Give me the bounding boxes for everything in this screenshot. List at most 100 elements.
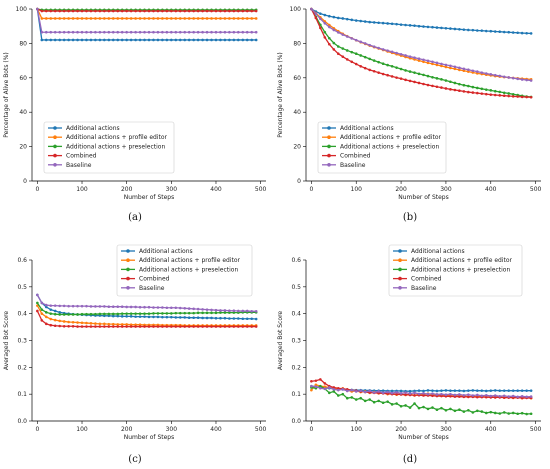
series-additional-actions-profile-editor (36, 7, 258, 20)
data-point (165, 17, 169, 20)
data-point (359, 19, 363, 23)
data-point (336, 31, 340, 34)
data-point (143, 315, 146, 318)
data-point (36, 7, 39, 11)
data-point (134, 9, 137, 13)
data-point (58, 9, 61, 13)
legend-box (116, 244, 253, 297)
data-point (178, 38, 182, 42)
data-point (134, 30, 137, 34)
data-point (422, 392, 425, 395)
data-point (328, 42, 331, 46)
data-point (440, 62, 443, 66)
data-point (250, 38, 254, 42)
data-point (319, 384, 322, 388)
y-tick-label: 0.1 (291, 391, 301, 398)
data-point (120, 9, 124, 13)
data-point (453, 88, 457, 92)
legend-label: Additional actions + preselection (340, 143, 439, 150)
data-point (328, 36, 331, 40)
data-point (170, 38, 173, 42)
data-point (36, 301, 39, 305)
data-point (241, 17, 245, 20)
y-tick-label: 20 (293, 144, 301, 151)
data-point (89, 305, 93, 308)
data-point (332, 48, 336, 51)
legend-label: Combined (340, 153, 371, 160)
data-point (89, 30, 93, 34)
x-tick-label: 500 (255, 426, 267, 433)
x-tick-label: 500 (530, 426, 542, 433)
data-point (254, 317, 258, 321)
data-point (350, 396, 354, 399)
data-point (480, 410, 484, 413)
data-point (471, 91, 475, 94)
legend-swatch-marker (327, 153, 331, 158)
data-point (129, 9, 133, 13)
data-point (40, 30, 44, 34)
data-point (444, 65, 448, 69)
data-point (525, 31, 528, 35)
data-point (205, 17, 209, 20)
data-point (516, 31, 519, 35)
data-point (493, 411, 497, 415)
data-point (395, 402, 398, 405)
data-point (232, 325, 236, 328)
y-tick-label: 0.2 (291, 364, 301, 371)
data-point (323, 382, 327, 385)
data-point (210, 30, 213, 34)
legend-swatch-marker (398, 276, 402, 281)
data-point (458, 389, 461, 392)
data-point (476, 389, 479, 392)
data-point (390, 22, 394, 26)
data-point (484, 389, 488, 393)
data-point (156, 17, 160, 20)
data-point (219, 309, 222, 312)
data-point (467, 84, 470, 88)
y-tick-label: 100 (16, 6, 28, 13)
data-point (489, 93, 493, 96)
data-point (187, 9, 191, 13)
y-axis-label: Averaged Bot Score (3, 311, 10, 371)
data-point (408, 55, 412, 58)
x-tick-label: 400 (210, 426, 222, 433)
data-point (250, 17, 254, 20)
data-point (341, 392, 345, 396)
data-point (350, 50, 354, 54)
data-point (462, 389, 466, 393)
data-point (431, 25, 434, 29)
data-point (152, 312, 155, 315)
data-point (381, 389, 385, 392)
data-point (529, 79, 533, 82)
data-point (241, 30, 245, 34)
data-point (476, 91, 479, 95)
data-point (237, 325, 240, 328)
data-point (116, 323, 120, 326)
data-point (62, 30, 66, 34)
data-point (328, 25, 331, 29)
data-point (134, 17, 137, 20)
x-tick-label: 200 (121, 186, 133, 193)
data-point (467, 90, 470, 94)
data-point (94, 325, 97, 328)
data-point (417, 57, 421, 61)
legend-swatch-marker (53, 135, 57, 139)
legend-label: Additional actions + preselection (139, 266, 238, 273)
legend-swatch-marker (398, 258, 402, 263)
series-line (37, 8, 257, 11)
data-point (332, 386, 336, 389)
data-point (250, 9, 254, 13)
data-point (341, 388, 345, 391)
data-point (250, 309, 254, 313)
data-point (354, 19, 358, 22)
data-point (529, 32, 533, 35)
data-point (377, 71, 380, 74)
data-point (49, 323, 53, 327)
data-point (525, 389, 528, 392)
data-point (138, 315, 142, 318)
legend-box (317, 121, 447, 174)
data-point (205, 316, 209, 320)
data-point (143, 9, 146, 13)
data-point (368, 68, 371, 72)
data-point (471, 85, 475, 89)
